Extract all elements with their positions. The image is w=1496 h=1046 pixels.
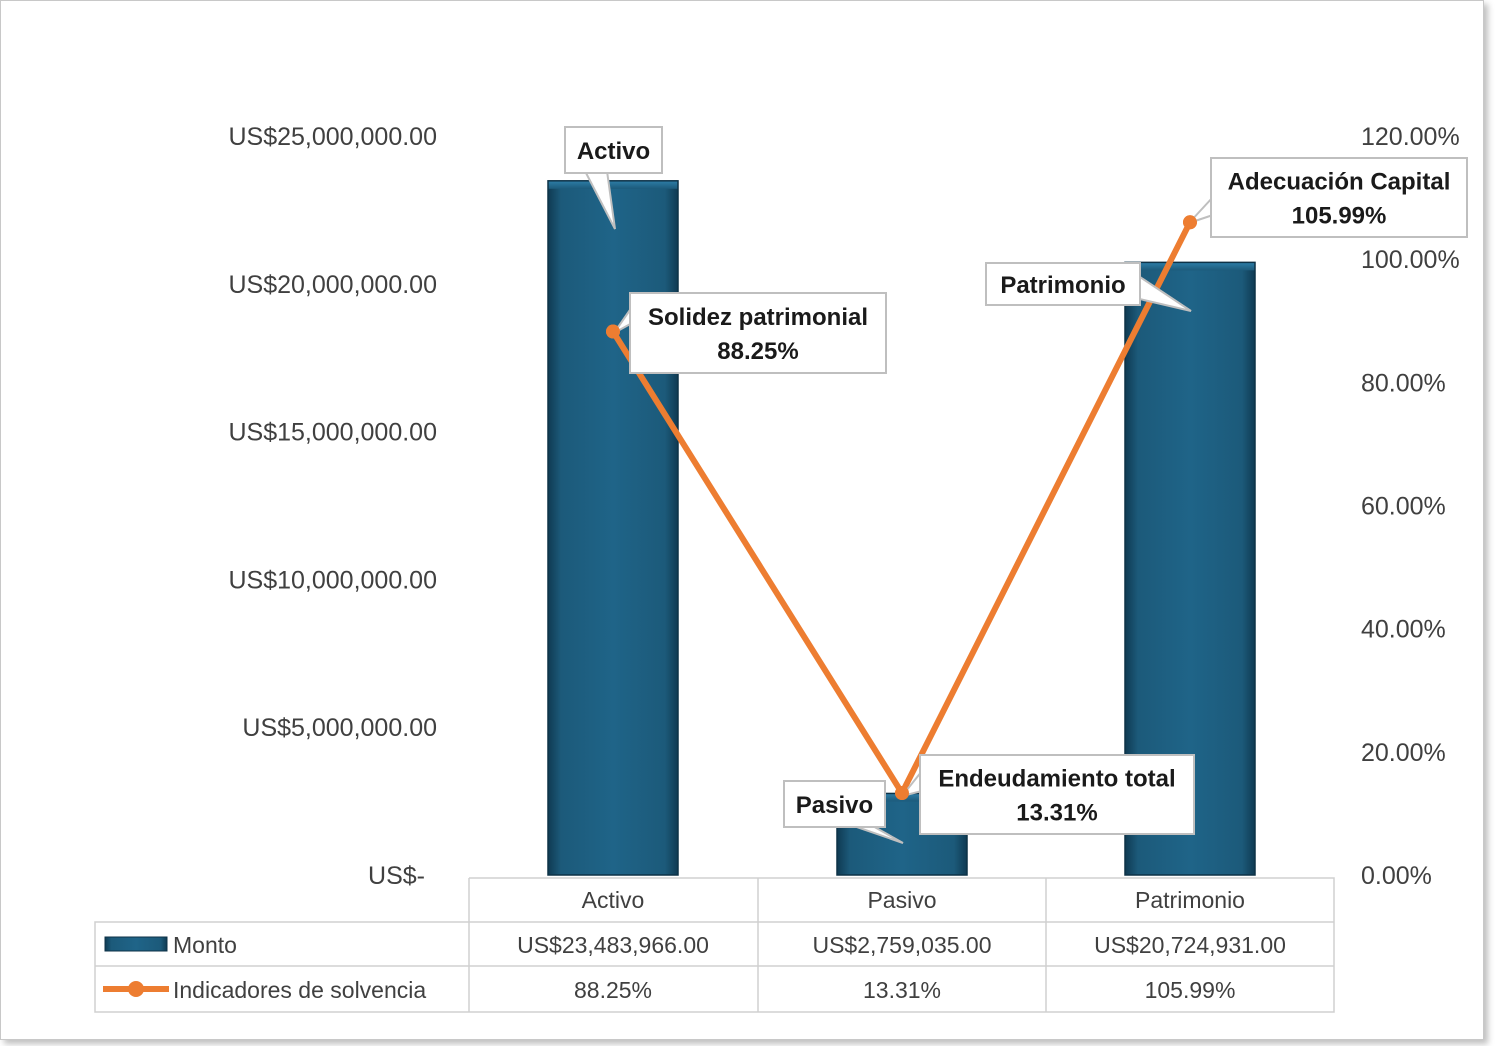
- legend-label-monto: Monto: [173, 932, 237, 958]
- callout-activo: Activo: [564, 126, 663, 230]
- callout-text: 88.25%: [717, 338, 798, 365]
- left-axis-tick-label: US$5,000,000.00: [242, 714, 437, 742]
- table-cell-indicador: 88.25%: [574, 977, 652, 1003]
- table-cell-monto: US$2,759,035.00: [812, 932, 991, 958]
- table-cell-indicador: 13.31%: [863, 977, 941, 1003]
- left-axis-tick-label: US$20,000,000.00: [228, 271, 437, 299]
- callout-text: Patrimonio: [1000, 272, 1125, 299]
- table-grid-lines: [94, 877, 1335, 1013]
- legend-key-monto: [104, 936, 168, 952]
- right-axis-tick-label: 60.00%: [1361, 493, 1446, 521]
- left-axis-tick-label: US$25,000,000.00: [228, 123, 437, 151]
- right-axis-tick-label: 0.00%: [1361, 862, 1432, 890]
- line-point-marker: [606, 324, 620, 339]
- table-cell-monto: US$20,724,931.00: [1094, 932, 1286, 958]
- line-point-marker: [1183, 215, 1197, 230]
- left-axis-tick-label: US$-: [368, 862, 425, 890]
- left-axis: US$- US$5,000,000.00 US$10,000,000.00 US$15…: [228, 123, 437, 890]
- bar-activo: [547, 180, 679, 876]
- right-axis-tick-label: 120.00%: [1361, 123, 1460, 151]
- callout-text: Adecuación Capital: [1228, 169, 1451, 196]
- callout-adecuacion-capital: Adecuación Capital 105.99%: [1188, 157, 1468, 238]
- legend-label-indicadores: Indicadores de solvencia: [173, 977, 426, 1003]
- callout-text: 105.99%: [1292, 203, 1387, 230]
- left-axis-tick-label: US$10,000,000.00: [228, 566, 437, 594]
- callout-solidez-patrimonial: Solidez patrimonial 88.25%: [613, 292, 887, 374]
- callout-patrimonio: Patrimonio: [985, 262, 1192, 312]
- right-axis-tick-label: 80.00%: [1361, 369, 1446, 397]
- table-cell-monto: US$23,483,966.00: [517, 932, 709, 958]
- table-cell-indicador: 105.99%: [1145, 977, 1236, 1003]
- callout-text: Solidez patrimonial: [648, 304, 868, 331]
- right-axis-tick-label: 40.00%: [1361, 616, 1446, 644]
- data-table: Activo US$23,483,966.00 88.25% Pasivo US$2,7…: [103, 887, 1286, 1003]
- data-table-grid: [94, 877, 1335, 1013]
- category-label: Pasivo: [867, 887, 936, 913]
- callout-text: Endeudamiento total: [938, 766, 1175, 793]
- right-axis-tick-label: 20.00%: [1361, 739, 1446, 767]
- callout-endeudamiento-total: Endeudamiento total 13.31%: [899, 754, 1195, 835]
- category-label: Patrimonio: [1135, 887, 1245, 913]
- callout-pasivo: Pasivo: [783, 780, 904, 844]
- callouts: Activo Pasivo Patrimonio Solidez patrimonia…: [564, 126, 1468, 844]
- left-axis-tick-label: US$15,000,000.00: [228, 419, 437, 447]
- callout-text: Activo: [577, 138, 650, 165]
- callout-text: Pasivo: [796, 792, 873, 819]
- callout-text: 13.31%: [1016, 800, 1097, 827]
- right-axis-tick-label: 100.00%: [1361, 246, 1460, 274]
- category-label: Activo: [582, 887, 645, 913]
- right-axis: 0.00% 20.00% 40.00% 60.00% 80.00% 100.00% 120.…: [1361, 123, 1460, 890]
- legend-key-indicadores: [103, 981, 169, 997]
- line-point-marker: [895, 786, 909, 801]
